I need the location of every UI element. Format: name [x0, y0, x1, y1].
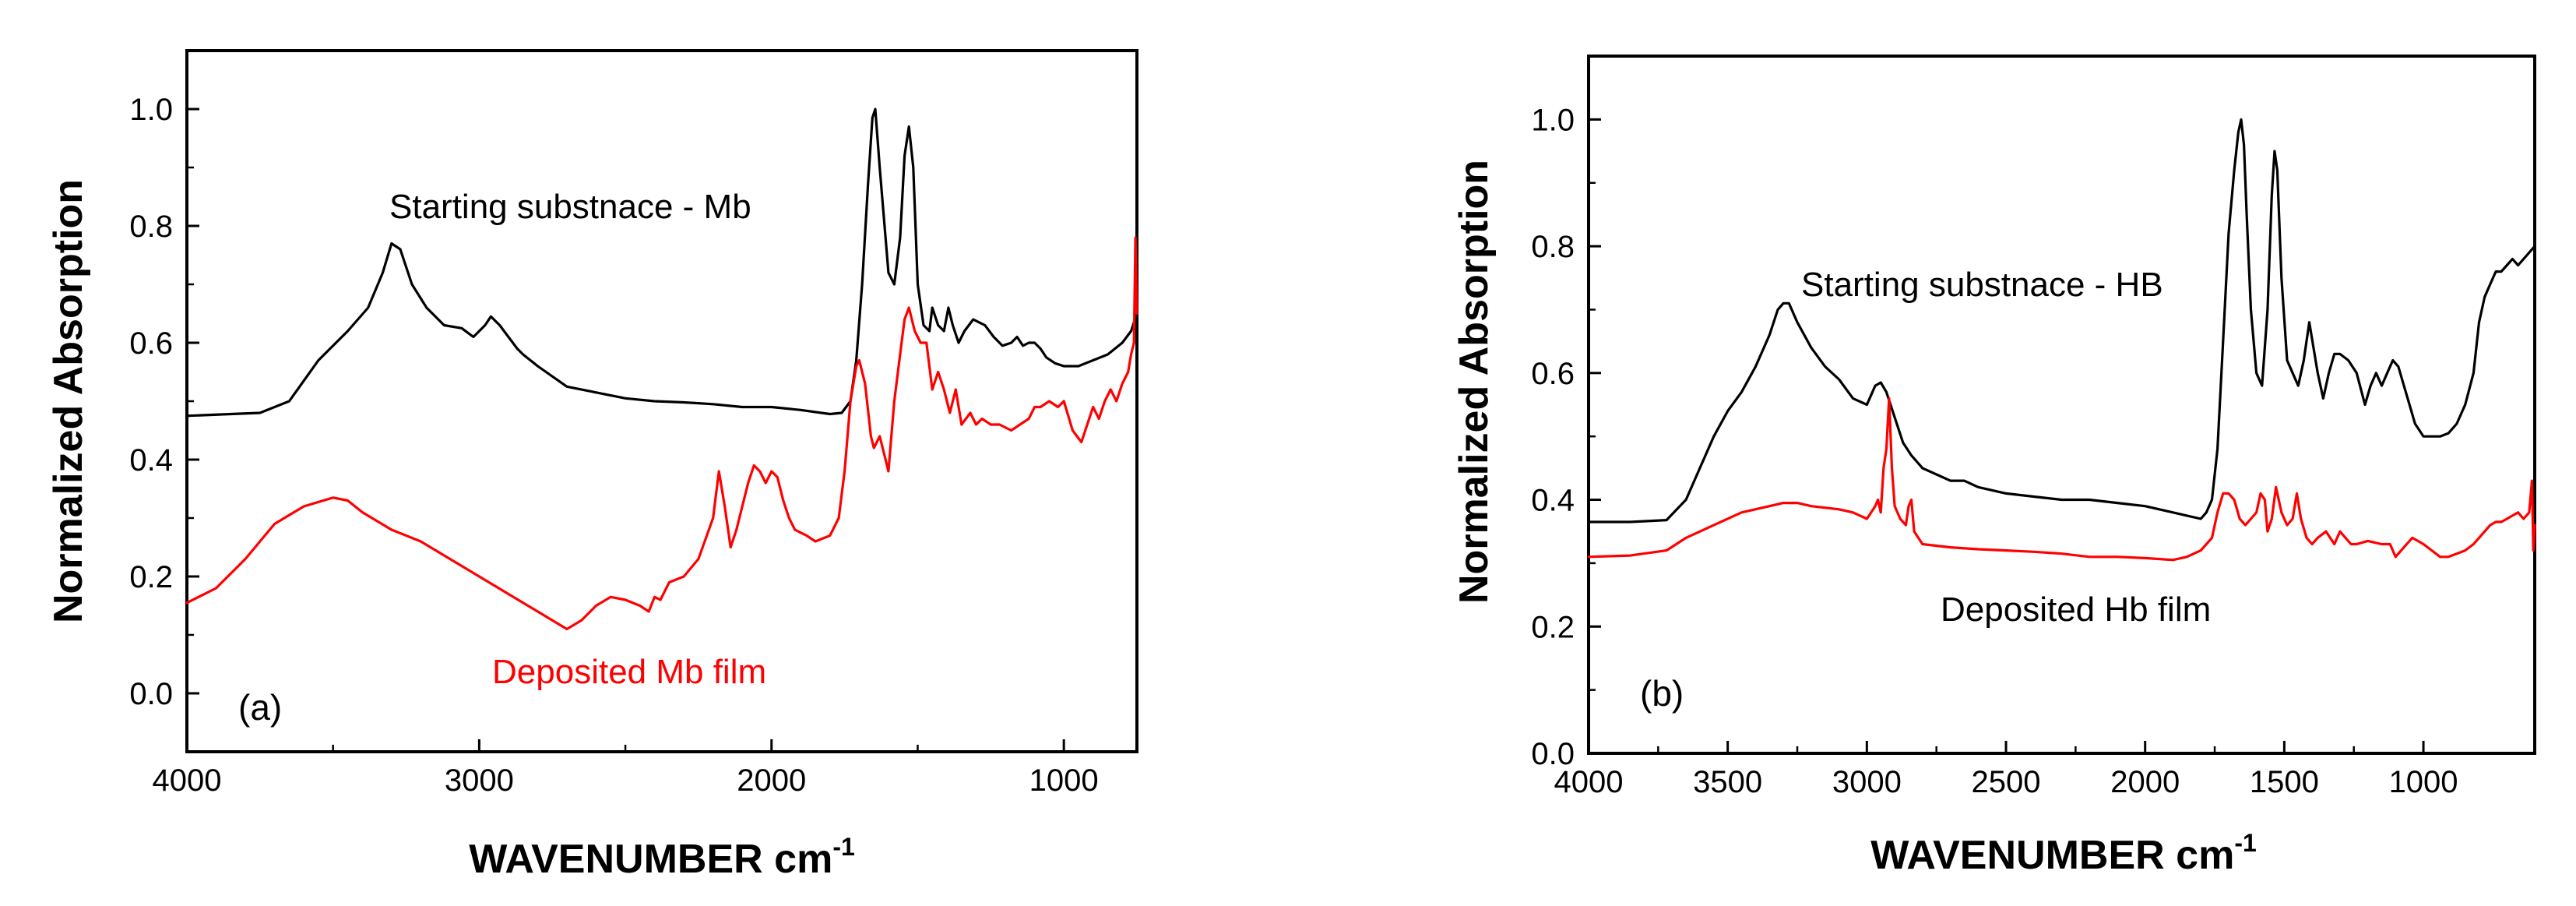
series-group-b	[1587, 118, 2536, 562]
series-line-b-starting	[1587, 118, 2536, 524]
x-tick-label: 3500	[1693, 765, 1762, 799]
x-tick-label: 1500	[2250, 765, 2319, 799]
series-line-a-starting	[185, 108, 1138, 418]
x-axis-title-a: WAVENUMBER cm-1	[469, 833, 855, 882]
y-tick-label: 0.8	[129, 210, 173, 244]
x-axis-title-b-sup: -1	[2234, 829, 2256, 857]
x-tick-label: 2500	[1972, 765, 2041, 799]
series-line-b-deposited	[1587, 397, 2536, 562]
x-axis-ticks-b: 4000 3500 3000 2500 2000 1500 1000	[1554, 741, 2458, 799]
x-axis-title-a-text: WAVENUMBER cm	[469, 837, 832, 882]
annotation-starting-hb: Starting substnace - HB	[1801, 266, 2163, 304]
panel-label-b: (b)	[1640, 673, 1684, 714]
x-tick-label: 3000	[1832, 765, 1902, 799]
y-tick-label: 0.4	[129, 443, 173, 478]
x-axis-title-a-sup: -1	[832, 833, 854, 861]
series-line-a-deposited	[185, 236, 1138, 631]
x-axis-title-b-text: WAVENUMBER cm	[1870, 833, 2234, 878]
x-tick-label: 2000	[737, 763, 806, 798]
x-tick-label: 1000	[1029, 763, 1099, 798]
y-axis-title-b: Normalized Absorption	[1452, 160, 1497, 604]
y-tick-label: 0.4	[1531, 484, 1575, 518]
y-tick-label: 0.6	[129, 326, 173, 361]
y-tick-label: 0.0	[129, 677, 173, 711]
y-tick-label: 0.6	[1531, 357, 1575, 391]
panel-label-a: (a)	[238, 687, 282, 728]
y-tick-label: 0.0	[1531, 737, 1575, 771]
x-tick-label: 2000	[2110, 765, 2180, 799]
series-group-a	[185, 108, 1138, 631]
y-tick-label: 1.0	[1531, 103, 1575, 137]
y-tick-label: 0.8	[1531, 230, 1575, 264]
x-axis-title-b: WAVENUMBER cm-1	[1870, 829, 2257, 878]
annotation-deposited-hb: Deposited Hb film	[1941, 590, 2211, 629]
annotation-starting-mb: Starting substnace - Mb	[389, 188, 751, 226]
x-axis-ticks-a: 4000 3000 2000 1000	[153, 739, 1099, 798]
y-tick-label: 0.2	[1531, 610, 1575, 644]
y-axis-ticks-a: 0.0 0.2 0.4 0.6 0.8 1.0	[129, 93, 199, 711]
annotation-deposited-mb: Deposited Mb film	[492, 653, 766, 691]
x-tick-label: 3000	[445, 763, 514, 798]
plot-frame-b	[1587, 55, 2536, 755]
panel-b: 0.0 0.2 0.4 0.6 0.8 1.0 4000 3500 3000 2500 2000 1…	[1452, 55, 2536, 878]
y-axis-title-a: Normalized Absorption	[46, 179, 91, 623]
y-tick-label: 0.2	[129, 560, 173, 594]
y-tick-label: 1.0	[129, 93, 173, 127]
x-tick-label: 4000	[1554, 765, 1624, 799]
panel-a: 0.0 0.2 0.4 0.6 0.8 1.0 4000 3000 2000 1000 Star…	[46, 49, 1138, 882]
x-tick-label: 4000	[153, 763, 222, 798]
y-axis-ticks-b: 0.0 0.2 0.4 0.6 0.8 1.0	[1531, 103, 1601, 771]
x-tick-label: 1000	[2389, 765, 2458, 799]
